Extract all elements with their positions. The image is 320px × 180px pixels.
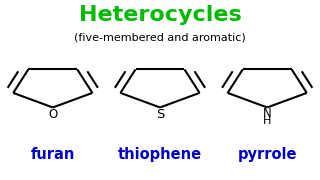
Text: Heterocycles: Heterocycles (79, 5, 241, 25)
Text: furan: furan (31, 147, 75, 162)
Text: N: N (263, 107, 272, 120)
Text: thiophene: thiophene (118, 147, 202, 162)
Text: (five-membered and aromatic): (five-membered and aromatic) (74, 32, 246, 42)
Text: H: H (263, 116, 271, 126)
Text: pyrrole: pyrrole (237, 147, 297, 162)
Text: S: S (156, 108, 164, 121)
Text: O: O (48, 108, 57, 121)
